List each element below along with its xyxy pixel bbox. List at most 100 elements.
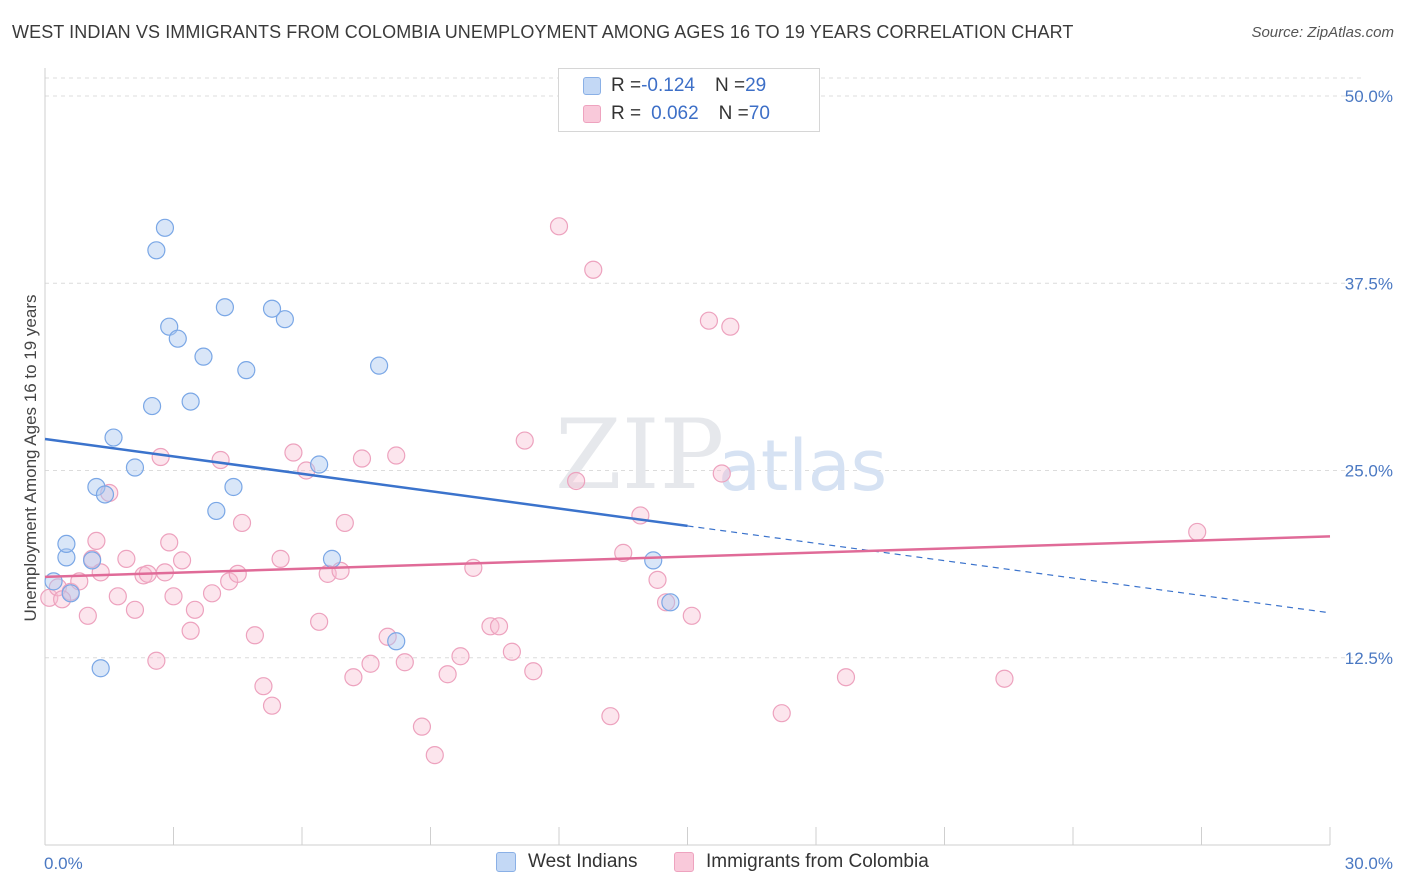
west-indian-trend-extension xyxy=(687,525,1331,614)
colombia-point xyxy=(682,606,701,625)
colombia-point xyxy=(245,626,264,645)
axes xyxy=(44,68,1331,846)
legend-swatch-west-indians xyxy=(496,852,516,872)
colombia-point xyxy=(395,653,414,672)
west-indian-point xyxy=(91,659,110,678)
colombia-point xyxy=(1188,522,1207,542)
colombia-point xyxy=(352,449,372,468)
legend-swatch-blue xyxy=(583,77,601,95)
y-tick-label: 25.0% xyxy=(1345,462,1393,481)
colombia-point xyxy=(344,668,363,687)
colombia-point xyxy=(515,431,534,450)
west-indian-point xyxy=(224,477,243,497)
colombia-point xyxy=(549,217,569,236)
colombia-point xyxy=(584,260,603,279)
legend-n-label: N = xyxy=(718,103,749,124)
x-tick-label: 30.0% xyxy=(1345,854,1393,873)
colombia-point xyxy=(361,654,380,673)
legend-r-label: R = xyxy=(611,75,642,96)
west-indian-point xyxy=(644,551,663,570)
legend-row-colombia: R = 0.062 N = 70 xyxy=(583,101,770,127)
colombia-point xyxy=(271,549,290,568)
series-legend: West Indians Immigrants from Colombia xyxy=(0,851,1406,877)
colombia-point xyxy=(164,587,183,606)
colombia-point xyxy=(211,450,230,470)
x-tick-label: 0.0% xyxy=(44,854,83,873)
west-indian-point xyxy=(661,593,680,612)
west-indian-trend-line xyxy=(44,437,688,528)
colombia-points xyxy=(40,217,1207,765)
colombia-point xyxy=(172,551,192,570)
west-indian-points xyxy=(44,218,680,678)
colombia-point xyxy=(78,606,97,625)
west-indian-point xyxy=(215,298,234,317)
colombia-trend-line xyxy=(44,535,1331,579)
west-indian-point xyxy=(194,347,213,366)
legend-n-value: 70 xyxy=(748,103,770,124)
colombia-point xyxy=(412,717,432,736)
legend-item-west-indians: West Indians xyxy=(496,851,637,873)
colombia-point xyxy=(438,665,457,684)
colombia-point xyxy=(378,627,397,646)
west-indian-point xyxy=(104,428,123,447)
colombia-point xyxy=(228,564,247,583)
west-indian-point xyxy=(57,534,76,554)
west-indian-point xyxy=(262,299,282,318)
y-tick-label: 50.0% xyxy=(1345,87,1393,106)
colombia-point xyxy=(836,668,856,687)
y-axis-label: Unemployment Among Ages 16 to 19 years xyxy=(21,295,40,622)
west-indian-point xyxy=(275,310,294,329)
west-indian-point xyxy=(83,551,102,570)
legend-label-colombia: Immigrants from Colombia xyxy=(706,851,929,872)
tick-labels: 12.5% 25.0% 37.5% 50.0% 0.0% 30.0% xyxy=(44,87,1393,873)
source-label: Source: ZipAtlas.com xyxy=(1251,24,1394,41)
colombia-point xyxy=(181,621,200,640)
colombia-point xyxy=(721,317,740,336)
legend-n-label: N = xyxy=(714,75,746,96)
west-indian-point xyxy=(310,455,329,474)
legend-row-west-indians: R = -0.124 N = 29 xyxy=(583,73,766,99)
west-indian-point xyxy=(237,361,256,380)
colombia-point xyxy=(489,617,509,636)
colombia-point xyxy=(387,446,406,465)
west-indian-point xyxy=(57,548,76,567)
gridlines xyxy=(45,77,1365,659)
legend-r-value: -0.124 xyxy=(641,75,695,96)
colombia-point xyxy=(151,447,170,467)
y-tick-label: 12.5% xyxy=(1345,649,1393,668)
west-indian-point xyxy=(168,329,187,348)
west-indian-point xyxy=(181,392,200,411)
y-tick-label: 37.5% xyxy=(1345,274,1393,293)
watermark-zip: ZIP xyxy=(555,399,724,511)
colombia-point xyxy=(712,464,731,483)
colombia-point xyxy=(335,513,354,533)
west-indian-point xyxy=(95,485,115,504)
west-indian-point xyxy=(322,549,342,568)
colombia-point xyxy=(648,570,667,589)
colombia-point xyxy=(117,549,136,568)
colombia-point xyxy=(310,612,329,631)
colombia-point xyxy=(464,558,483,577)
west-indian-point xyxy=(147,241,166,260)
west-indian-point xyxy=(155,218,175,237)
legend-r-value: 0.062 xyxy=(651,103,699,124)
colombia-point xyxy=(147,651,166,670)
colombia-point xyxy=(232,513,252,533)
colombia-point xyxy=(656,593,676,612)
chart-title: WEST INDIAN VS IMMIGRANTS FROM COLOMBIA … xyxy=(12,22,1074,42)
colombia-point xyxy=(524,662,543,681)
west-indian-point xyxy=(61,584,80,603)
colombia-point xyxy=(451,647,470,666)
legend-n-value: 29 xyxy=(745,75,767,96)
colombia-point xyxy=(108,587,127,606)
colombia-point xyxy=(254,677,273,696)
colombia-point xyxy=(699,311,719,330)
legend-swatch-pink xyxy=(583,105,601,123)
colombia-point xyxy=(202,584,222,603)
watermark: ZIP atlas xyxy=(555,399,887,511)
legend-r-label: R = xyxy=(611,103,642,124)
trend-lines xyxy=(44,437,1331,614)
colombia-point xyxy=(614,543,633,562)
colombia-point xyxy=(87,531,106,551)
